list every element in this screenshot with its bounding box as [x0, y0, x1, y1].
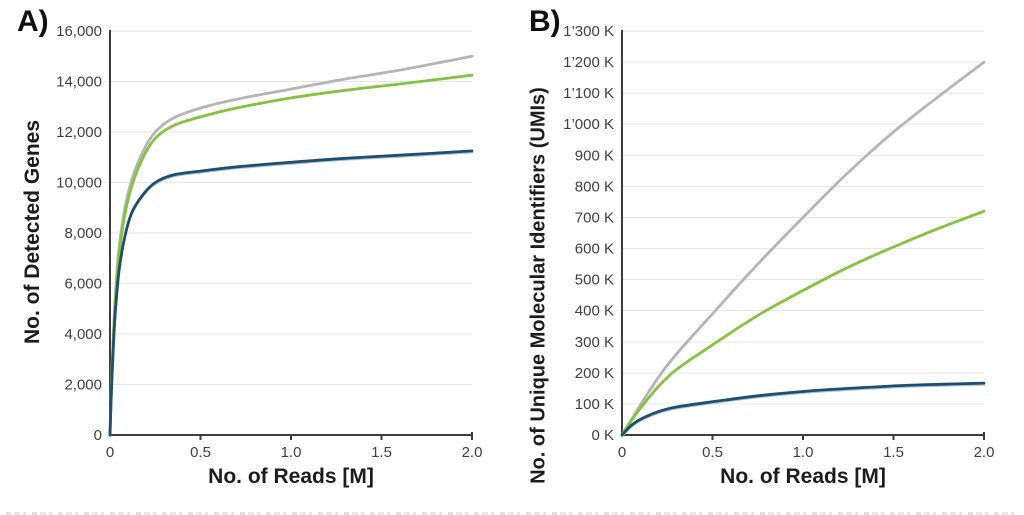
curve-navy: [620, 381, 986, 437]
x-tick-label: 1.5: [371, 444, 392, 461]
x-tick-label: 0: [618, 444, 626, 461]
curve-green: [108, 73, 474, 437]
x-tick-label: 1.5: [883, 444, 904, 461]
y-tick-label: 1’200 K: [563, 54, 614, 71]
x-tick-label: 0: [106, 444, 114, 461]
y-tick-label: 700 K: [575, 209, 614, 226]
y-tick-label: 1’000 K: [563, 116, 614, 133]
cropped-caption-top-edge: [6, 512, 1018, 515]
panel-a-plot: 0 0.5 1.0 1.5 2.0 0 2,000 4,000 6,000 8,000 10,000…: [56, 23, 483, 461]
y-tick-label: 100 K: [575, 396, 614, 413]
y-tick-label: 14,000: [56, 74, 102, 91]
panel-b: B) No. of Unique Molecular Identifiers (…: [512, 0, 1024, 515]
x-tick-label: 1.0: [793, 444, 814, 461]
y-tick-label: 4,000: [64, 326, 102, 343]
x-tick-label: 0.5: [702, 444, 723, 461]
curve-gray: [108, 54, 474, 437]
y-tick-label: 2,000: [64, 377, 102, 394]
y-tick-label: 200 K: [575, 365, 614, 382]
x-tick-label: 1.0: [281, 444, 302, 461]
y-tick-label: 400 K: [575, 303, 614, 320]
y-tick-label: 10,000: [56, 175, 102, 192]
curve-navy-halo: [108, 151, 474, 438]
panel-b-label: B): [529, 5, 561, 38]
panel-b-plot: 0 0.5 1.0 1.5 2.0 0 K 100 K 200 K 300 K 400 K 500 …: [563, 23, 995, 461]
y-tick-label: 1’300 K: [563, 23, 614, 40]
y-tick-label: 16,000: [56, 23, 102, 40]
y-tick-label: 300 K: [575, 334, 614, 351]
panel-b-x-axis-title: No. of Reads [M]: [720, 465, 886, 488]
x-tick-label: 0.5: [190, 444, 211, 461]
x-tick-label: 2.0: [462, 444, 483, 461]
y-tick-label: 0: [94, 427, 102, 444]
y-tick-label: 600 K: [575, 241, 614, 258]
y-tick-label: 500 K: [575, 272, 614, 289]
y-tick-label: 800 K: [575, 178, 614, 195]
panel-a: A) No. of Detected Genes 0 0.5 1.0 1.5 2.0 0 2…: [17, 5, 483, 488]
y-tick-label: 6,000: [64, 276, 102, 293]
y-tick-label: 8,000: [64, 225, 102, 242]
panel-a-label: A): [17, 5, 49, 38]
y-tick-label: 1’100 K: [563, 85, 614, 102]
y-tick-label: 12,000: [56, 124, 102, 141]
y-tick-label: 0 K: [591, 427, 614, 444]
curve-navy: [108, 149, 474, 437]
panel-a-x-axis-title: No. of Reads [M]: [208, 465, 374, 488]
y-tick-label: 900 K: [575, 147, 614, 164]
curve-green: [620, 209, 986, 437]
x-tick-label: 2.0: [974, 444, 995, 461]
curve-gray: [620, 60, 986, 437]
